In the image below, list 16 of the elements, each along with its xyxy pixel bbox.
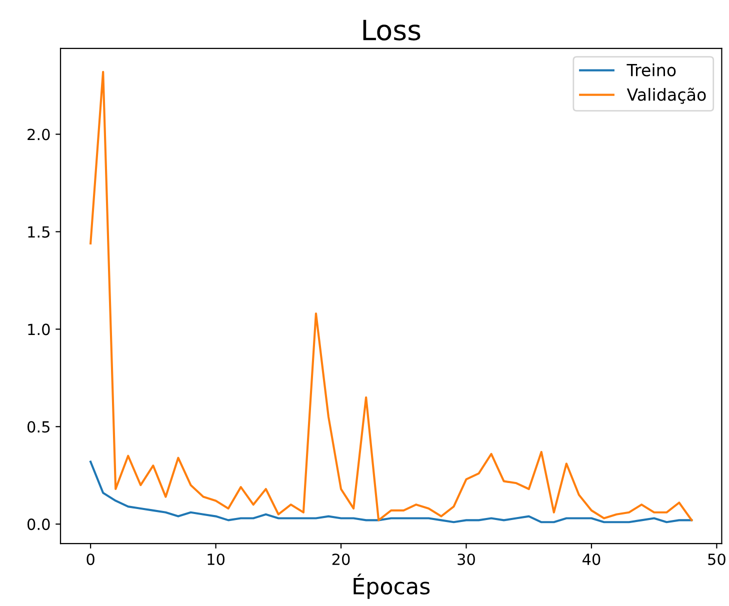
x-tick-label: 0 — [86, 554, 94, 566]
x-tick-label: 40 — [582, 554, 600, 566]
y-tick-label: 1.5 — [28, 226, 50, 238]
y-tick-label: 0.0 — [27, 518, 50, 530]
y-tick-label: 2.0 — [28, 128, 50, 140]
legend-label: Validação — [626, 88, 706, 104]
line-series — [90, 460, 693, 524]
x-tick-label: 20 — [332, 554, 350, 566]
x-tick-label: 50 — [708, 554, 726, 566]
legend-label: Treino — [626, 63, 676, 76]
y-tick-label: 1.0 — [28, 324, 50, 336]
x-tick-label: 10 — [208, 554, 224, 566]
x-tick-label: 30 — [458, 554, 475, 566]
x-axis-title: Épocas — [354, 574, 430, 599]
chart-title: Loss — [363, 20, 420, 41]
y-tick-label: 0.5 — [27, 421, 50, 433]
